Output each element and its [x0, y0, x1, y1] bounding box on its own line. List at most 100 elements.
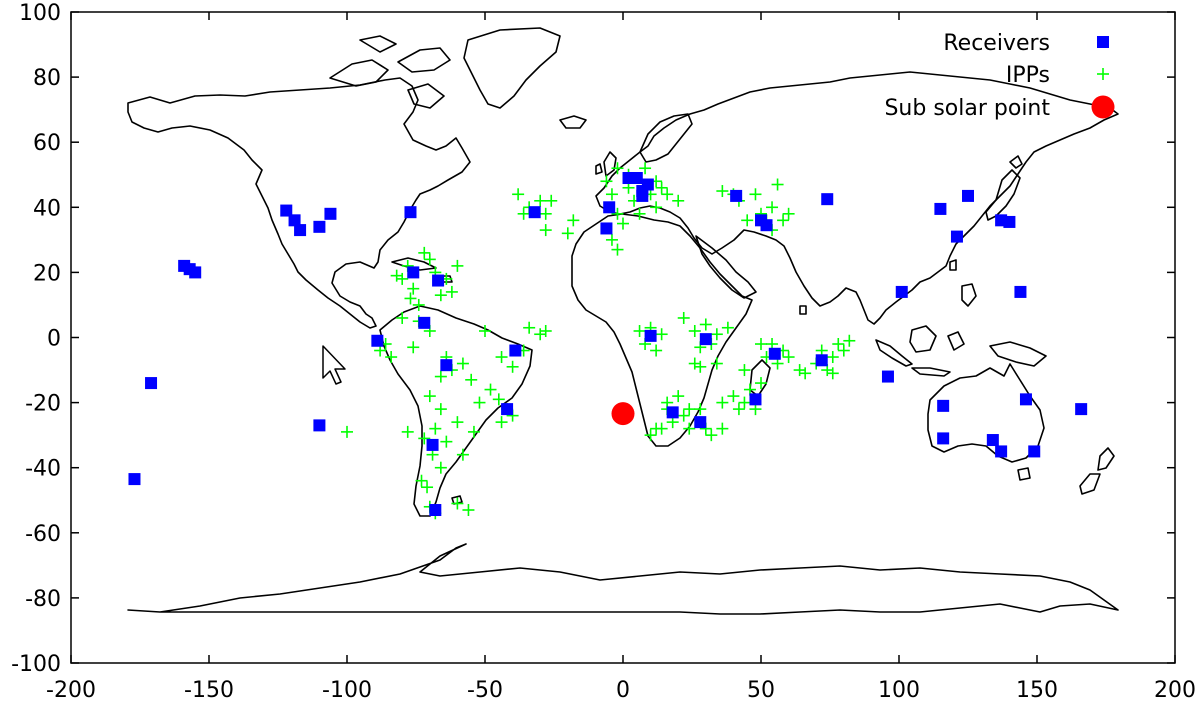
- data-point: [1014, 285, 1027, 298]
- data-point: [390, 269, 403, 282]
- data-point: [415, 474, 428, 487]
- data-point: [1019, 393, 1032, 406]
- arabia-outline: [695, 235, 757, 299]
- data-point: [440, 435, 453, 448]
- falklands-outline: [451, 495, 463, 505]
- data-point: [467, 425, 480, 438]
- x-tick-label: -100: [322, 678, 372, 703]
- data-point: [683, 403, 696, 416]
- data-point: [451, 259, 464, 272]
- data-point: [404, 206, 417, 219]
- x-tick-label: 200: [1154, 678, 1196, 703]
- data-point: [771, 178, 784, 191]
- data-point: [539, 224, 552, 237]
- data-point: [495, 416, 508, 429]
- data-point: [605, 233, 618, 246]
- data-point: [509, 344, 522, 357]
- data-point: [636, 189, 649, 202]
- data-point: [782, 207, 795, 220]
- data-series: [128, 162, 1088, 520]
- data-point: [545, 194, 558, 207]
- british-isles-outline: [595, 151, 617, 177]
- data-point: [738, 396, 751, 409]
- data-point: [937, 399, 950, 412]
- data-point: [766, 201, 779, 214]
- data-point: [539, 207, 552, 220]
- data-point: [630, 172, 643, 185]
- y-tick-label: -40: [25, 457, 61, 482]
- data-point: [611, 243, 624, 256]
- data-point: [768, 347, 781, 360]
- data-point: [456, 448, 469, 461]
- data-point: [426, 438, 439, 451]
- south-america-outline: [379, 305, 533, 517]
- data-point: [517, 207, 530, 220]
- data-point: [730, 189, 743, 202]
- x-tick-label: 0: [616, 678, 630, 703]
- data-point: [605, 188, 618, 201]
- data-point: [501, 403, 514, 416]
- data-point: [396, 311, 409, 324]
- data-point: [688, 324, 701, 337]
- data-point: [407, 266, 420, 279]
- eurasia-outline: [595, 71, 1119, 325]
- data-point: [672, 194, 685, 207]
- data-point: [799, 367, 812, 380]
- data-point: [294, 224, 307, 237]
- y-tick-label: -20: [25, 392, 61, 417]
- data-point: [539, 324, 552, 337]
- data-point: [777, 214, 790, 227]
- data-point: [1003, 215, 1016, 228]
- data-point: [434, 403, 447, 416]
- data-point: [484, 383, 497, 396]
- data-point: [404, 292, 417, 305]
- data-point: [385, 351, 398, 364]
- y-tick-label: -60: [25, 522, 61, 547]
- data-point: [603, 201, 616, 214]
- data-point: [821, 193, 834, 206]
- series-ipps: [341, 162, 856, 520]
- data-point: [462, 504, 475, 517]
- data-point: [1075, 403, 1088, 416]
- indonesia-outline: [875, 325, 965, 377]
- data-point: [313, 419, 326, 432]
- data-point: [611, 402, 635, 426]
- legend-label: Receivers: [943, 31, 1050, 56]
- data-point: [492, 393, 505, 406]
- data-point: [434, 289, 447, 302]
- tasmania-outline: [1017, 467, 1031, 481]
- data-point: [995, 445, 1008, 458]
- data-point: [512, 188, 525, 201]
- greenland-outline: [463, 27, 561, 109]
- data-point: [611, 162, 624, 175]
- data-point: [1028, 445, 1041, 458]
- data-point: [418, 246, 431, 259]
- mouse-cursor-icon: [322, 345, 346, 385]
- data-point: [644, 429, 657, 442]
- data-point: [523, 321, 536, 334]
- data-point: [429, 504, 442, 517]
- data-point: [650, 344, 663, 357]
- legend-label: IPPs: [1006, 63, 1050, 88]
- data-point: [826, 351, 839, 364]
- iceland-outline: [559, 115, 587, 129]
- data-point: [950, 230, 963, 243]
- data-point: [423, 390, 436, 403]
- data-point: [895, 285, 908, 298]
- data-point: [710, 357, 723, 370]
- data-point: [567, 214, 580, 227]
- data-point: [716, 185, 729, 198]
- data-point: [423, 253, 436, 266]
- data-point: [412, 298, 425, 311]
- data-point: [600, 175, 613, 188]
- data-point: [683, 422, 696, 435]
- x-tick-label: 50: [747, 678, 775, 703]
- data-point: [694, 416, 707, 429]
- new-guinea-outline: [989, 341, 1047, 367]
- data-point: [434, 461, 447, 474]
- data-point: [506, 360, 519, 373]
- data-point: [672, 390, 685, 403]
- data-point: [837, 344, 850, 357]
- data-point: [677, 409, 690, 422]
- data-point: [641, 178, 654, 191]
